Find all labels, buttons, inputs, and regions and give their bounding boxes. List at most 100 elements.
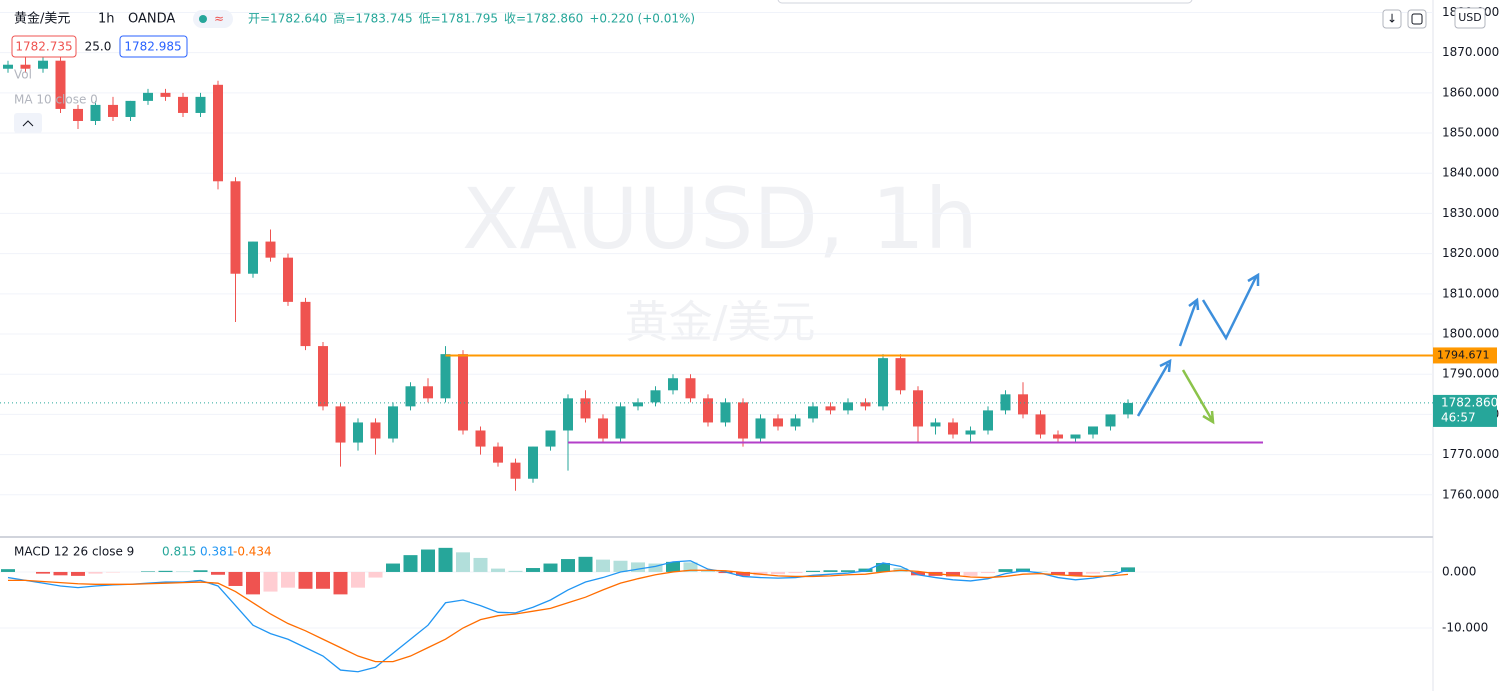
candle-body [668, 378, 678, 391]
ask-box[interactable] [119, 35, 188, 58]
candle-body [73, 108, 83, 121]
macd-hist-bar [333, 571, 348, 595]
macd-legend-macd: 0.381 [200, 545, 234, 559]
candle-body [230, 181, 241, 274]
macd-hist-bar [1103, 571, 1118, 572]
market-status [199, 15, 207, 23]
candle-body [195, 96, 206, 113]
candle-body [580, 398, 591, 419]
macd-line [7, 560, 1129, 673]
data-delay: ≈ [214, 12, 224, 26]
candle-body [90, 104, 101, 121]
candle-body [1018, 394, 1028, 415]
status-pill[interactable] [193, 10, 233, 28]
arrow-path [1178, 272, 1260, 347]
macd-hist-bar [473, 557, 488, 572]
spread: 25.0 [85, 40, 112, 54]
macd-hist-bar [596, 559, 610, 572]
candle-body [545, 430, 556, 447]
watermark-symbol: XAUUSD, 1h [462, 170, 978, 268]
y-tick-label: 1800.000 [1442, 327, 1499, 341]
countdown: 46:57 [1441, 410, 1476, 424]
macd-hist-bar [368, 571, 383, 578]
fullscreen-button[interactable] [1407, 9, 1427, 29]
macd-hist-bar [1086, 571, 1100, 574]
macd-hist-bar [176, 571, 190, 572]
y-tick-label: 1830.000 [1442, 206, 1499, 220]
macd-hist-bar [788, 571, 803, 574]
source: OANDA [128, 12, 175, 27]
macd-hist-bar [36, 571, 50, 574]
candle-body [405, 386, 416, 407]
collapse-button[interactable] [14, 113, 42, 133]
candle-body [213, 84, 223, 182]
macd-hist-bar [578, 556, 593, 572]
candle-body [20, 64, 31, 69]
indicator-ma: MA 10 close 0 [14, 93, 98, 107]
candle-body [773, 418, 783, 427]
candle-body [423, 386, 433, 399]
candle-body [283, 257, 293, 302]
candle-body [370, 422, 381, 439]
macd-hist-bar [1068, 571, 1083, 576]
ask: 1782.985 [124, 40, 181, 54]
candle-body [808, 406, 818, 419]
candle-body [860, 402, 871, 407]
search-box[interactable] [777, 0, 1193, 4]
candle-body [160, 92, 171, 97]
macd-hist-bar [613, 560, 628, 572]
macd-hist-bar [998, 569, 1013, 572]
resistance-label: 1794.671 [1437, 348, 1490, 361]
watermark-name: 黄金/美元 [625, 297, 816, 348]
macd-hist-bar [963, 571, 978, 576]
macd-hist-bar [543, 563, 558, 572]
interval: 1h [98, 12, 115, 27]
macd-hist-bar [841, 570, 855, 572]
macd-hist-bar [228, 571, 243, 586]
candle-body [948, 422, 958, 435]
last-price-label: 1782.860 [1441, 395, 1498, 409]
candle-body [913, 390, 923, 427]
resistance-label-box [1433, 347, 1497, 364]
candle-body [475, 430, 486, 447]
macd-hist-bar [351, 571, 365, 588]
macd-hist-bar [946, 571, 960, 577]
candle-body [965, 430, 976, 435]
candle-body [388, 406, 398, 439]
macd-hist-bar [823, 570, 838, 572]
candle-body [440, 354, 451, 399]
candle-body [895, 358, 906, 391]
macd-hist-bar [438, 547, 453, 572]
download-icon: ↓ [1387, 12, 1397, 26]
candle-body [143, 92, 153, 101]
macd-hist-bar [246, 571, 260, 595]
candle-body [1053, 434, 1063, 439]
macd-hist-bar [403, 555, 418, 572]
candle-body [755, 418, 766, 439]
y-tick-label: 1760.000 [1442, 487, 1499, 501]
candle-body [458, 354, 468, 431]
macd-hist-bar [53, 571, 68, 576]
macd-hist-bar [106, 571, 120, 573]
candle-body [1088, 426, 1098, 435]
candle-body [720, 402, 731, 423]
candle-body [510, 462, 521, 479]
ohlc-item: 开=1782.640 [248, 12, 327, 26]
y-tick-label: 1770.000 [1442, 447, 1499, 461]
macd-hist-bar [386, 563, 400, 572]
macd-hist-bar [1121, 567, 1135, 572]
y-tick-label: 1850.000 [1442, 126, 1499, 140]
macd-hist-bar [666, 561, 680, 572]
currency-box[interactable] [1454, 7, 1486, 29]
download-button[interactable] [1382, 9, 1402, 29]
macd-hist-bar [193, 570, 208, 572]
macd-hist-bar [211, 571, 225, 575]
candle-body [3, 64, 13, 69]
candle-body [1035, 414, 1046, 435]
bid-box[interactable] [11, 35, 77, 58]
macd-hist-bar [631, 562, 645, 572]
macd-hist-bar [771, 571, 785, 575]
macd-hist-bar [876, 562, 890, 572]
